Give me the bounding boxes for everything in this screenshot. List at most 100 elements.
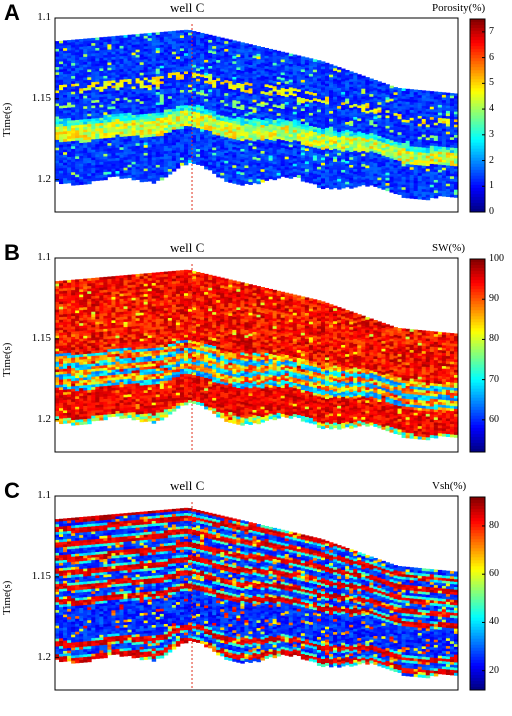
section-cell (312, 155, 318, 159)
section-cell (276, 115, 282, 119)
section-cell (163, 140, 169, 144)
section-cell (296, 169, 302, 173)
section-cell (445, 113, 451, 117)
section-cell (83, 95, 88, 99)
section-cell (139, 46, 145, 50)
section-cell (325, 179, 330, 183)
section-cell (232, 149, 237, 153)
section-cell (349, 74, 354, 77)
section-cell (151, 79, 157, 83)
section-cell (111, 121, 116, 125)
section-cell (175, 82, 181, 86)
section-cell (79, 51, 84, 55)
section-cell (83, 103, 88, 107)
section-cell (365, 175, 370, 179)
section-cell (87, 72, 92, 75)
section-cell (163, 169, 169, 173)
section-cell (268, 119, 274, 123)
section-cell (244, 155, 249, 158)
section-cell (357, 113, 362, 117)
section-cell (357, 149, 362, 153)
section-cell (329, 66, 334, 70)
section-cell (147, 53, 153, 57)
section-cell (240, 143, 245, 147)
section-cell (95, 149, 100, 153)
section-cell (95, 120, 100, 124)
section-cell (308, 159, 314, 163)
section-cell (437, 143, 443, 147)
section-cell (248, 174, 253, 178)
section-cell (441, 120, 447, 124)
section-cell (63, 84, 68, 88)
section-cell (167, 101, 173, 105)
section-cell (300, 56, 306, 60)
section-cell (167, 130, 173, 133)
section-cell (87, 79, 92, 83)
section-cell (135, 83, 141, 87)
section-cell (377, 180, 382, 184)
section-cell (67, 94, 72, 98)
section-cell (252, 60, 257, 64)
section-cell (228, 156, 233, 160)
section-cell (91, 95, 96, 99)
section-cell (115, 119, 120, 122)
section-cell (389, 103, 394, 107)
section-cell (429, 195, 435, 199)
section-cell (200, 131, 205, 135)
section-cell (357, 84, 362, 88)
section-cell (304, 130, 310, 134)
section-cell (421, 155, 427, 159)
section-cell (429, 192, 435, 196)
section-cell (79, 145, 84, 149)
section-cell (304, 148, 310, 152)
section-cell (87, 116, 92, 120)
section-cell (183, 32, 189, 36)
section-cell (320, 165, 326, 169)
section-cell (119, 45, 124, 49)
section-cell (320, 89, 326, 93)
section-cell (119, 139, 124, 143)
section-cell (171, 124, 177, 128)
section-cell (308, 177, 314, 181)
section-cell (67, 99, 72, 103)
section-cell (236, 77, 241, 81)
section-cell (421, 168, 427, 172)
section-cell (139, 111, 145, 115)
section-cell (87, 168, 92, 172)
section-cell (115, 72, 120, 76)
section-cell (115, 139, 120, 143)
section-cell (429, 153, 435, 157)
section-cell (409, 138, 415, 142)
section-cell (196, 117, 201, 121)
section-cell (139, 148, 145, 151)
section-cell (155, 63, 161, 67)
section-cell (413, 105, 419, 109)
section-cell (252, 84, 257, 88)
section-cell (304, 65, 310, 69)
section-cell (232, 165, 237, 169)
section-cell (349, 133, 354, 137)
section-cell (232, 97, 237, 101)
section-cell (71, 109, 76, 113)
section-cell (248, 111, 253, 115)
section-cell (123, 92, 128, 96)
section-cell (248, 122, 253, 126)
section-cell (163, 138, 169, 142)
section-cell (163, 158, 169, 162)
section-cell (357, 173, 362, 176)
section-cell (228, 88, 233, 92)
section-cell (224, 51, 229, 55)
section-cell (349, 154, 354, 158)
section-cell (329, 85, 334, 88)
section-cell (183, 63, 189, 67)
section-cell (224, 77, 229, 81)
section-cell (292, 85, 298, 89)
section-cell (377, 115, 382, 119)
section-cell (248, 171, 253, 175)
section-cell (349, 123, 354, 127)
section-cell (248, 62, 253, 66)
section-cell (59, 64, 64, 68)
section-cell (341, 172, 346, 176)
section-cell (397, 137, 402, 141)
section-cell (337, 184, 342, 188)
